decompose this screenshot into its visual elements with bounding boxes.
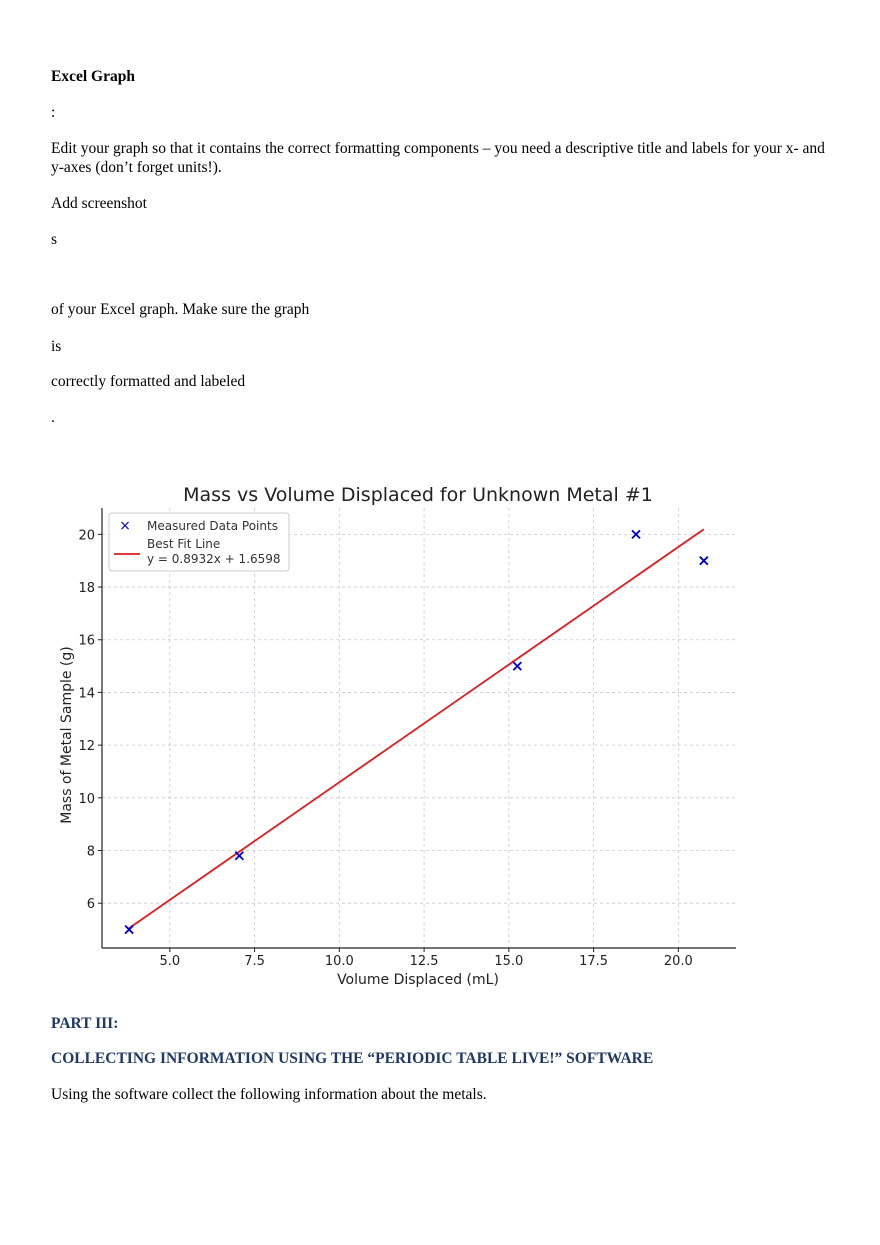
y-tick-label: 8 [87,845,95,860]
y-tick-label: 16 [78,634,95,649]
legend-marker-x: × [119,518,131,534]
period-text: . [51,409,55,426]
data-point-marker [234,851,244,861]
closing-instruction-text: Using the software collect the following… [51,1086,487,1103]
x-axis-label: Volume Displaced (mL) [337,972,499,988]
legend-label-fit: Best Fit Line [147,537,220,551]
y-tick-label: 18 [78,581,95,596]
y-axis-label: Mass of Metal Sample (g) [59,646,75,824]
x-tick-label: 5.0 [159,954,180,969]
x-tick-label: 12.5 [410,954,439,969]
x-tick-label: 10.0 [325,954,354,969]
x-tick-label: 17.5 [579,954,608,969]
chart-title: Mass vs Volume Displaced for Unknown Met… [183,484,653,506]
x-tick-label: 20.0 [664,954,693,969]
data-point-marker [124,924,134,935]
legend-label-points: Measured Data Points [147,519,278,533]
x-tick-label: 15.0 [494,954,523,969]
part-three-heading: PART III: [51,1015,119,1032]
y-tick-label: 20 [78,528,95,543]
section-heading-excel-graph: Excel Graph [51,68,135,85]
s-fragment-text: s [51,231,58,248]
y-tick-label: 14 [78,686,95,701]
is-fragment-text: is [51,338,62,355]
data-point-marker [699,556,709,566]
data-point-marker [512,661,522,671]
legend-label-equation: y = 0.8932x + 1.6598 [147,552,281,566]
chart-screenshot: Mass vs Volume Displaced for Unknown Met… [52,478,742,998]
chart-legend: × Measured Data Points Best Fit Line y =… [108,512,290,572]
graph-instruction-text: Edit your graph so that it contains the … [51,140,825,176]
y-tick-label: 6 [87,897,95,912]
x-tick-label: 7.5 [244,954,265,969]
legend-box [108,512,290,572]
add-screenshot-text: Add screenshot [51,195,147,212]
y-tick-label: 12 [78,739,95,754]
data-point-marker [631,529,641,539]
excel-graph-text: of your Excel graph. Make sure the graph [51,301,310,318]
scatter-chart: Mass vs Volume Displaced for Unknown Met… [52,478,742,998]
periodic-table-heading: COLLECTING INFORMATION USING THE “PERIOD… [51,1050,654,1067]
y-tick-label: 10 [78,792,95,807]
best-fit-line [128,528,705,929]
colon-text: : [51,104,56,121]
correctly-formatted-text: correctly formatted and labeled [51,373,246,390]
